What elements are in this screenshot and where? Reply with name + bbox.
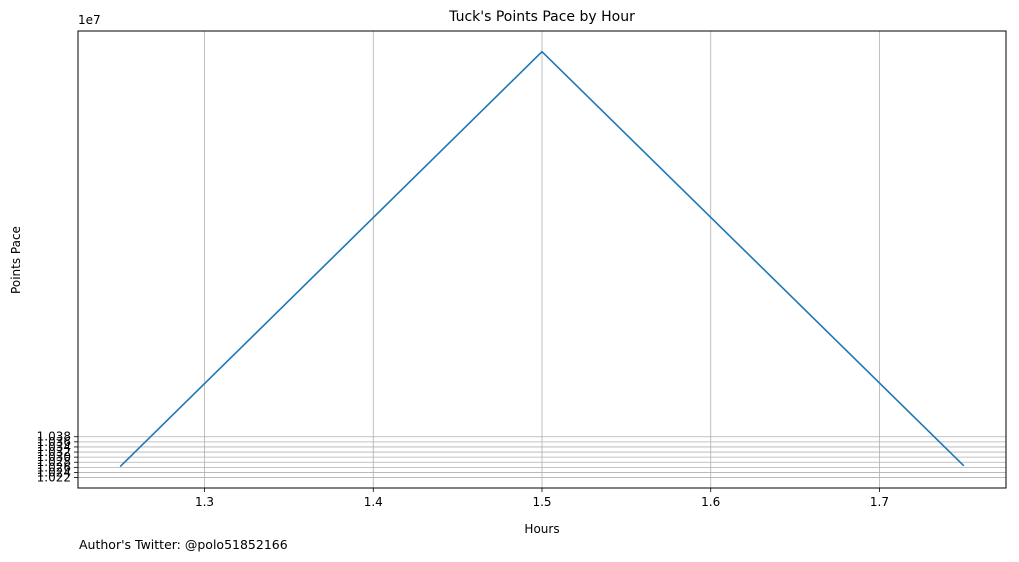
author-twitter-credit: Author's Twitter: @polo51852166	[79, 537, 288, 552]
y-tick-label: 1.036	[37, 435, 71, 449]
x-tick-label: 1.5	[532, 495, 551, 509]
y-axis-label: Points Pace	[9, 226, 23, 294]
y-tick-label: 1.024	[37, 465, 71, 479]
y-tick-label: 1.038	[37, 430, 71, 444]
x-tick-label: 1.7	[870, 495, 889, 509]
x-axis-label: Hours	[524, 522, 559, 536]
chart-title: Tuck's Points Pace by Hour	[448, 9, 635, 25]
y-tick-label: 1.022	[37, 471, 71, 485]
x-tick-label: 1.3	[195, 495, 214, 509]
x-tick-label: 1.6	[701, 495, 720, 509]
y-axis-offset-text: 1e7	[78, 13, 101, 27]
y-axis-ticks: 1.0221.0241.0261.0281.0301.0321.0341.036…	[37, 430, 78, 485]
grid-lines	[78, 31, 1006, 488]
y-tick-label: 1.032	[37, 445, 71, 459]
series-layer	[119, 50, 965, 468]
y-tick-label: 1.028	[37, 455, 71, 469]
x-axis-ticks: 1.3 1.4 1.5 1.6 1.7	[195, 488, 889, 509]
series-line	[119, 50, 965, 468]
y-tick-label: 1.034	[37, 440, 71, 454]
y-tick-label: 1.030	[37, 450, 71, 464]
x-tick-label: 1.4	[364, 495, 383, 509]
y-tick-label: 1.026	[37, 460, 71, 474]
